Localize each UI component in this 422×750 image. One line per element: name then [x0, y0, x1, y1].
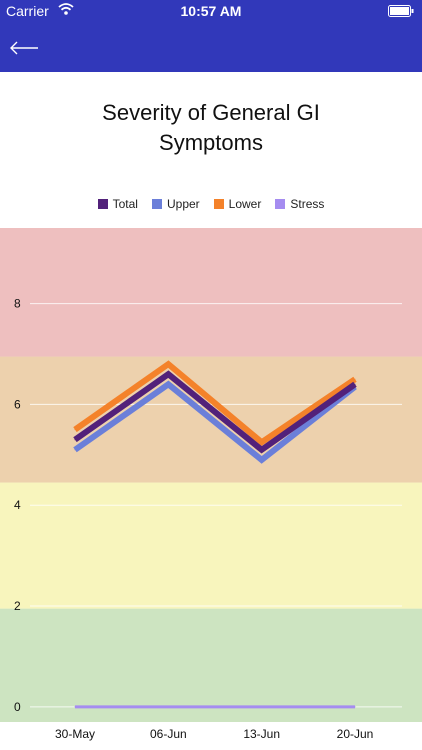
- data-point-total: [167, 373, 169, 375]
- legend-label: Lower: [228, 197, 262, 211]
- data-point-lower: [167, 363, 169, 365]
- data-point-upper: [261, 459, 263, 461]
- data-point-upper: [167, 383, 169, 385]
- data-point-upper: [74, 449, 76, 451]
- data-point-lower: [74, 429, 76, 431]
- data-point-lower: [354, 378, 356, 380]
- line-chart: 0 2 4 6 8 30-May 06-Jun 13-Jun 20-Jun: [0, 228, 422, 741]
- x-tick-label: 30-May: [55, 727, 95, 741]
- y-tick-label: 0: [14, 700, 21, 714]
- legend-item-upper[interactable]: Upper: [151, 196, 200, 212]
- legend-item-total[interactable]: Total: [97, 196, 138, 212]
- legend-swatch: [151, 199, 162, 209]
- status-bar: Carrier 10:57 AM: [0, 0, 422, 22]
- y-tick-label: 4: [14, 498, 21, 512]
- legend-item-lower[interactable]: Lower: [213, 196, 262, 212]
- y-tick-label: 2: [14, 599, 21, 613]
- series-line-upper: [73, 380, 357, 464]
- chart-title: Severity of General GI Symptoms: [102, 100, 320, 155]
- legend-swatch: [213, 199, 224, 209]
- legend-label: Total: [112, 197, 138, 211]
- y-tick-label: 6: [14, 397, 21, 411]
- severity-band-3: [0, 228, 422, 357]
- data-point-stress: [167, 706, 169, 708]
- battery-icon: [388, 5, 414, 17]
- wifi-icon: [58, 3, 74, 15]
- legend-swatch: [97, 199, 108, 209]
- data-point-total: [354, 383, 356, 385]
- legend-swatch: [275, 199, 286, 209]
- data-point-stress: [74, 706, 76, 708]
- y-tick-label: 8: [14, 297, 21, 311]
- data-point-total: [74, 439, 76, 441]
- severity-band-1: [0, 482, 422, 609]
- data-point-lower: [261, 441, 263, 443]
- clock: 10:57 AM: [180, 3, 242, 19]
- carrier-label: Carrier: [6, 3, 49, 19]
- chart-legend: Total Upper Lower Stress: [0, 196, 422, 212]
- data-point-total: [261, 449, 263, 451]
- data-point-stress: [261, 706, 263, 708]
- x-tick-label: 13-Jun: [243, 727, 280, 741]
- legend-label: Stress: [290, 197, 325, 211]
- legend-item-stress[interactable]: Stress: [275, 196, 324, 212]
- series-line-lower: [73, 360, 357, 446]
- x-tick-label: 06-Jun: [150, 727, 187, 741]
- series-line-total: [73, 370, 357, 454]
- data-point-stress: [354, 706, 356, 708]
- back-arrow-icon[interactable]: [8, 36, 42, 60]
- severity-band-0: [0, 608, 422, 722]
- chart-header: Severity of General GI Symptoms Total Upp…: [0, 72, 422, 228]
- legend-label: Upper: [166, 197, 200, 211]
- x-tick-label: 20-Jun: [337, 727, 374, 741]
- nav-bar: [0, 22, 422, 72]
